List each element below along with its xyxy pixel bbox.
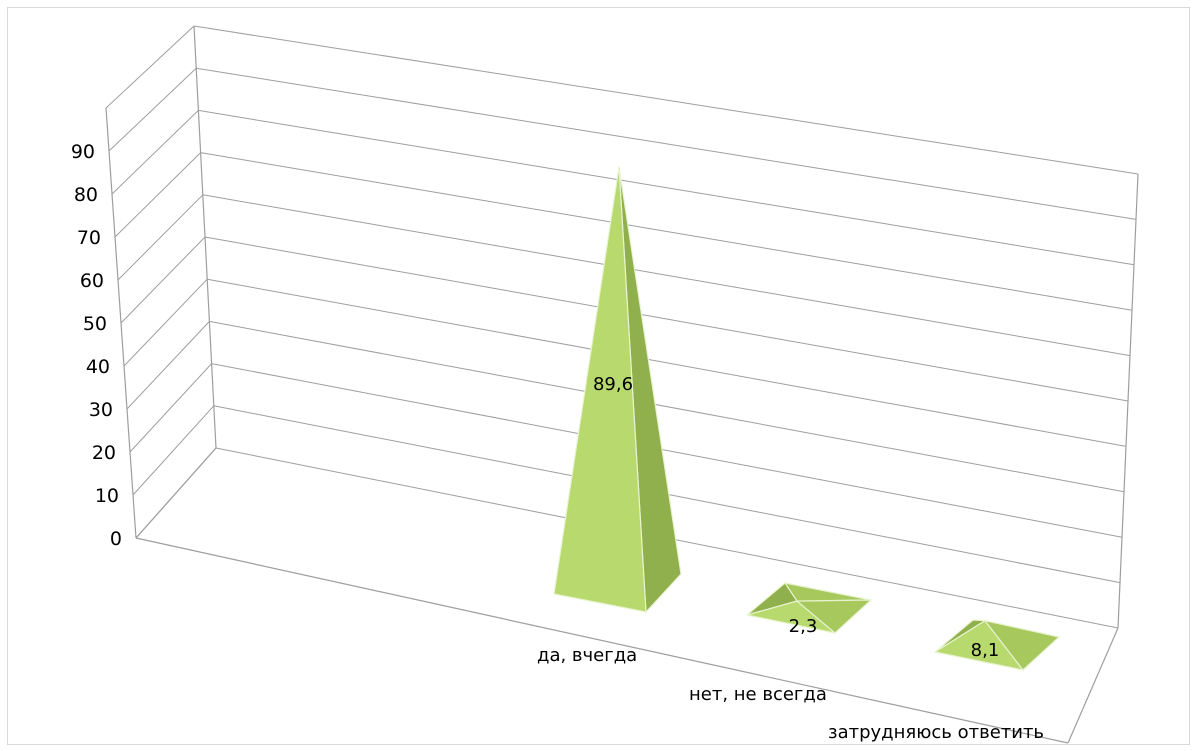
chart-frame: 0 10 20 30 40 50 60 70 80 90 да, вчегда нет, не вс… <box>7 7 1190 745</box>
gridline-side <box>105 25 195 109</box>
gridline-side <box>114 152 201 238</box>
y-tick-label: 50 <box>83 313 107 335</box>
y-axis-ticks: 0 10 20 30 40 50 60 70 80 90 <box>71 141 122 550</box>
y-tick-label: 30 <box>89 399 113 421</box>
data-labels: 89,6 2,3 8,1 <box>593 374 999 661</box>
gridline-side <box>126 321 210 410</box>
pyramid-face-right <box>795 599 873 634</box>
y-tick-label: 80 <box>74 184 98 206</box>
data-label: 89,6 <box>593 374 633 395</box>
floor-front-edge <box>135 537 1069 744</box>
gridline-side <box>120 236 206 324</box>
gridline <box>207 278 1127 447</box>
y-tick-label: 60 <box>80 270 104 292</box>
gridline-side <box>108 67 197 152</box>
pyramids <box>553 166 1061 671</box>
gridline-side <box>135 447 217 539</box>
gridline-side <box>111 110 199 195</box>
gridline-side <box>129 363 212 453</box>
gridline <box>202 194 1131 357</box>
floor-right-edge <box>1067 627 1119 744</box>
y-tick-label: 40 <box>86 356 110 378</box>
pyramid-0 <box>553 166 682 614</box>
pyramid-face-back <box>783 582 872 602</box>
category-label: да, вчегда <box>537 645 637 666</box>
gridline <box>211 363 1123 538</box>
gridline-side <box>123 278 208 367</box>
y-tick-label: 90 <box>71 141 95 163</box>
gridline <box>196 67 1137 220</box>
y-tick-label: 0 <box>110 528 122 550</box>
gridlines <box>105 25 1139 629</box>
gridline-side <box>117 194 204 281</box>
category-label: нет, не всегда <box>689 684 827 705</box>
y-tick-label: 20 <box>92 442 116 464</box>
y-tick-label: 10 <box>95 485 119 507</box>
gridline <box>200 152 1133 311</box>
gridline <box>193 25 1139 175</box>
pyramid-2 <box>933 619 1061 671</box>
data-label: 8,1 <box>971 640 1000 661</box>
chart-svg: 0 10 20 30 40 50 60 70 80 90 да, вчегда нет, не вс… <box>71 25 1139 744</box>
gridline <box>209 320 1125 493</box>
pyramid-face-right <box>983 619 1061 671</box>
pyramid-face-front <box>553 166 647 613</box>
gridline <box>204 236 1129 402</box>
gridline <box>198 109 1135 266</box>
y-tick-label: 70 <box>77 227 101 249</box>
data-label: 2,3 <box>789 616 818 637</box>
pyramid-1 <box>746 582 873 634</box>
gridline-side <box>132 405 215 496</box>
category-label: затрудняюсь ответить <box>828 722 1044 743</box>
